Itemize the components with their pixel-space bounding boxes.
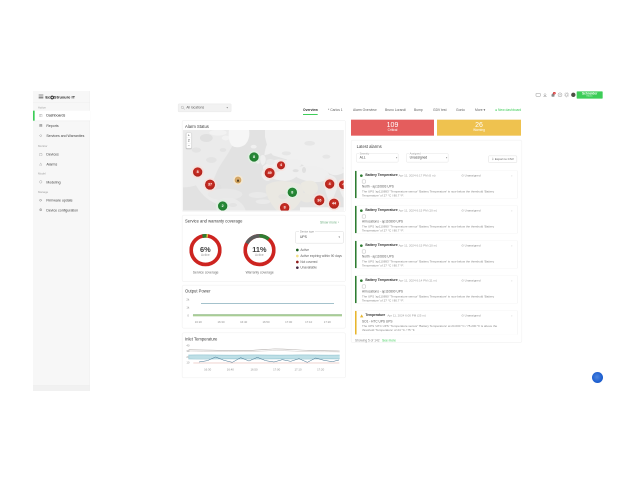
svg-text:40: 40 — [186, 344, 190, 348]
svg-text:16:40: 16:40 — [240, 320, 248, 324]
svg-text:16:50: 16:50 — [262, 320, 270, 324]
svg-text:17:10: 17:10 — [305, 320, 313, 324]
svg-text:16:40: 16:40 — [227, 368, 235, 372]
svg-text:30: 30 — [186, 349, 190, 353]
svg-text:10: 10 — [186, 360, 190, 364]
svg-text:17:10: 17:10 — [294, 368, 302, 372]
svg-text:17:20: 17:20 — [324, 320, 332, 324]
svg-text:1k: 1k — [186, 306, 190, 310]
svg-text:16:20: 16:20 — [195, 320, 203, 324]
svg-text:20: 20 — [186, 355, 190, 359]
svg-text:17:00: 17:00 — [273, 368, 281, 372]
svg-text:0: 0 — [187, 314, 189, 318]
svg-text:5: 5 — [554, 93, 556, 95]
svg-text:?: ? — [559, 93, 561, 97]
svg-text:17:00: 17:00 — [285, 320, 293, 324]
svg-text:16:50: 16:50 — [250, 368, 258, 372]
svg-text:16:30: 16:30 — [204, 368, 212, 372]
svg-text:2k: 2k — [186, 297, 190, 301]
svg-text:17:20: 17:20 — [317, 368, 325, 372]
svg-text:16:30: 16:30 — [217, 320, 225, 324]
